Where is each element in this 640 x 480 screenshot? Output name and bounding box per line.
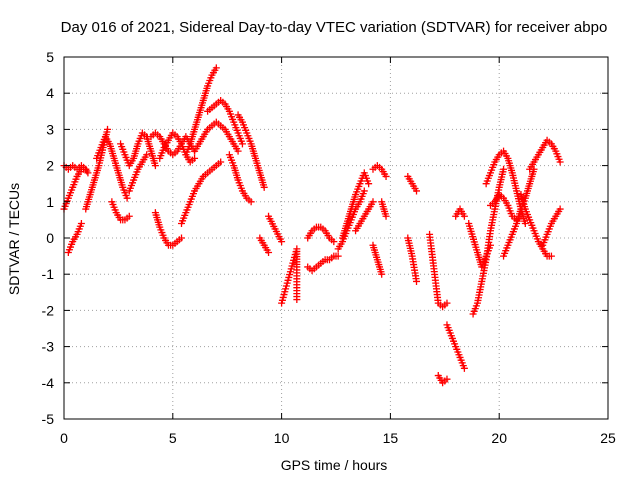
data-point-arc-17 [260, 183, 268, 191]
data-point-arc-40 [547, 252, 555, 260]
y-axis-label: SDTVAR / TECUs [6, 183, 22, 295]
data-point-arc-31 [443, 299, 451, 307]
data-point-arc-02 [82, 165, 90, 173]
data-point-arc-04 [104, 125, 112, 133]
data-point-arc-42 [556, 205, 564, 213]
data-point-arc-20 [293, 296, 301, 304]
x-axis-label: GPS time / hours [281, 457, 388, 473]
y-tick-label: -2 [42, 302, 55, 318]
data-point-arc-06 [125, 212, 133, 220]
data-point-arc-26 [378, 270, 386, 278]
data-points [60, 64, 564, 387]
axis-ticks: 0 5 10 15 20 25 -5 -4 -3 -2 -1 0 1 2 3 4 5 [42, 49, 616, 446]
data-point-arc-24 [365, 180, 373, 188]
data-point-arc-41 [556, 158, 564, 166]
data-point-arc-07 [151, 162, 159, 170]
data-point-arc-18 [265, 248, 273, 256]
y-tick-label: -4 [42, 375, 55, 391]
x-tick-label: 20 [491, 430, 507, 446]
data-point-arc-34 [460, 212, 468, 220]
data-point-arc-32 [443, 375, 451, 383]
y-tick-label: -3 [42, 339, 55, 355]
data-point-arc-12 [212, 64, 220, 72]
y-tick-label: 5 [46, 49, 54, 65]
data-point-arc-08 [143, 151, 151, 159]
data-point-arc-30 [413, 277, 421, 285]
data-point-arc-27 [382, 172, 390, 180]
data-point-arc-03 [77, 220, 85, 228]
data-point-arc-14 [234, 147, 242, 155]
data-point-arc-23 [360, 187, 368, 195]
y-tick-label: 4 [46, 85, 54, 101]
data-point-arc-25 [369, 198, 377, 206]
y-tick-label: 1 [46, 194, 54, 210]
x-tick-label: 10 [274, 430, 290, 446]
data-point-arc-13 [217, 158, 225, 166]
data-point-arc-15 [238, 140, 246, 148]
data-point-arc-29 [413, 187, 421, 195]
data-point-arc-19 [278, 238, 286, 246]
x-tick-label: 25 [600, 430, 616, 446]
x-tick-label: 0 [60, 430, 68, 446]
data-point-arc-36 [500, 165, 508, 173]
data-point-arc-33 [460, 364, 468, 372]
y-tick-label: -5 [42, 411, 55, 427]
y-tick-label: 3 [46, 121, 54, 137]
data-point-arc-05 [123, 194, 131, 202]
data-point-arc-01 [84, 169, 92, 177]
x-tick-label: 5 [169, 430, 177, 446]
chart-title: Day 016 of 2021, Sidereal Day-to-day VTE… [61, 19, 608, 36]
x-tick-label: 15 [383, 430, 399, 446]
data-point-arc-21 [334, 252, 342, 260]
data-point-arc-28 [382, 212, 390, 220]
data-point-arc-11 [191, 154, 199, 162]
data-point-arc-09 [178, 234, 186, 242]
y-tick-label: 0 [46, 230, 54, 246]
data-point-arc-22 [330, 238, 338, 246]
grid [64, 57, 608, 419]
y-tick-label: 2 [46, 158, 54, 174]
y-tick-label: -1 [42, 266, 55, 282]
data-point-arc-16 [247, 198, 255, 206]
data-point-arc-37 [521, 220, 529, 228]
